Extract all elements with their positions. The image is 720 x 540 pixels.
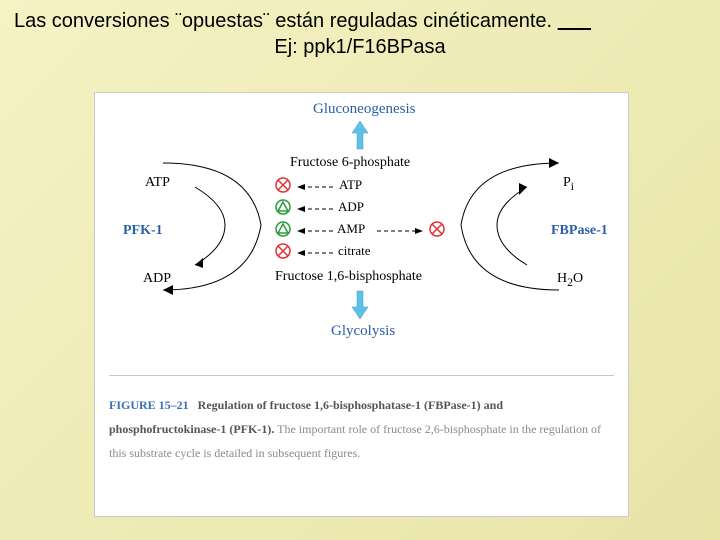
label-pfk1: PFK-1 [123,223,163,239]
label-f6p: Fructose 6-phosphate [290,155,410,171]
label-reg-atp: ATP [339,177,362,193]
title-underline [558,10,591,32]
dash-arrow-icon [295,249,335,257]
label-adp-left: ADP [143,271,171,287]
caption-fig-label: FIGURE 15–21 [109,398,189,412]
caption-divider [109,375,614,376]
dash-arrow-icon [295,227,335,235]
diagram-area: Gluconeogenesis Fructose 6-phosphate ATP… [95,93,628,383]
inhibit-icon [429,221,445,237]
slide-title: Las conversiones ¨opuestas¨ están regula… [0,0,720,60]
label-glycolysis: Glycolysis [331,323,395,340]
label-pi: Pi [563,175,574,193]
arrow-down-icon [350,289,370,321]
label-atp-left: ATP [145,175,170,191]
figure-caption: FIGURE 15–21 Regulation of fructose 1,6-… [109,393,614,465]
label-h2o: H2O [557,271,583,289]
label-reg-citrate: citrate [338,243,370,259]
inhibit-icon [275,177,291,193]
label-f16bp: Fructose 1,6-bisphosphate [275,269,422,285]
label-reg-adp: ADP [338,199,364,215]
dash-arrow-icon [295,183,335,191]
figure-box: Gluconeogenesis Fructose 6-phosphate ATP… [94,92,629,517]
dash-arrow-icon [295,205,335,213]
label-reg-amp: AMP [337,221,365,237]
label-fbpase1: FBPase-1 [551,223,608,239]
title-line2: Ej: ppk1/F16BPasa [14,34,706,60]
activate-icon [275,199,291,215]
arrow-up-icon [350,119,370,151]
label-gluconeogenesis: Gluconeogenesis [313,101,415,118]
activate-icon [275,221,291,237]
title-line1: Las conversiones ¨opuestas¨ están regula… [14,10,552,32]
dash-arrow-icon [375,227,425,235]
inhibit-icon [275,243,291,259]
